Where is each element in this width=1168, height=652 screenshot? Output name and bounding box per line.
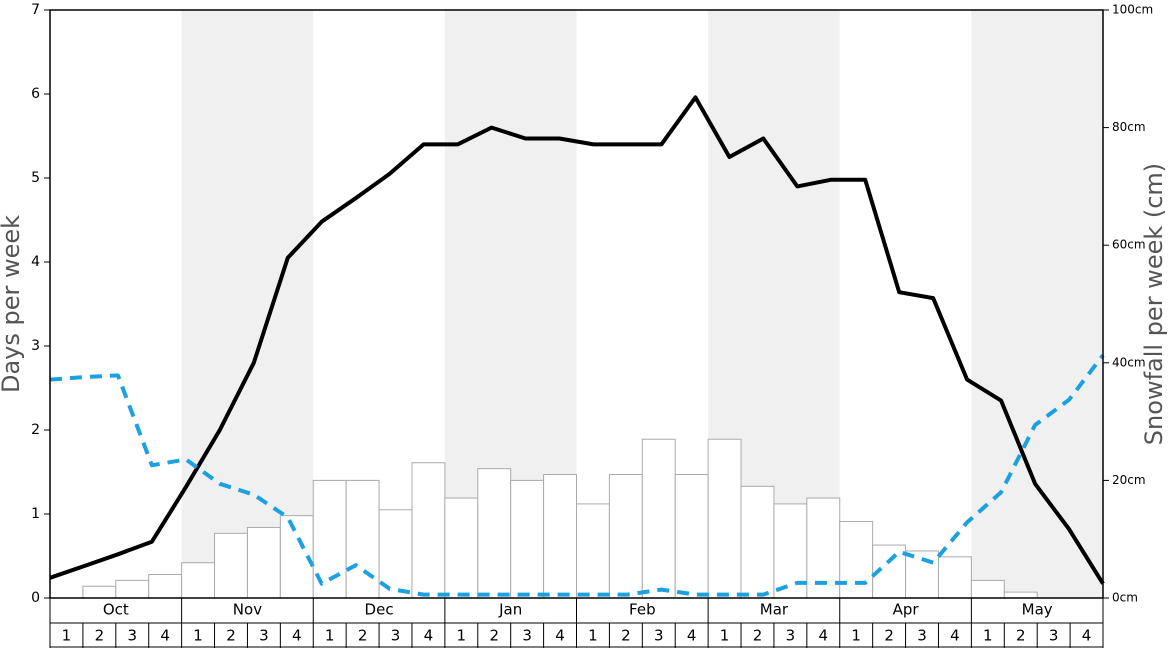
y2-tick-label: 100cm [1112,3,1153,17]
snow-bar [970,579,1005,599]
snow-bar [345,479,380,599]
month-label: Oct [103,601,129,619]
y-axis-label: Days per week [0,215,25,393]
x-tick-label: 3 [522,627,532,645]
month-label: May [1022,601,1053,619]
y2-tick-label: 20cm [1112,473,1146,487]
snow-bar [510,479,545,599]
x-tick-label: 4 [424,627,434,645]
x-tick-label: 1 [983,627,993,645]
x-tick-label: 1 [720,627,730,645]
snow-bar [411,462,446,599]
month-label: Apr [893,601,920,619]
x-tick-label: 1 [62,627,72,645]
x-tick-label: 4 [292,627,302,645]
snow-bar [674,474,709,599]
snow-bar [707,438,742,599]
snow-bar [740,485,775,599]
x-tick-label: 1 [457,627,467,645]
snow-bar [641,438,676,599]
y-tick-label: 1 [31,506,40,522]
y2-tick-label: 0cm [1112,591,1138,605]
days-line [49,95,1105,585]
x-tick-label: 4 [687,627,697,645]
snow-bar [444,497,479,599]
x-tick-label: 3 [786,627,796,645]
y-tick-label: 6 [31,86,40,102]
x-tick-label: 2 [753,627,763,645]
y2-tick-label: 80cm [1112,120,1146,134]
x-tick-label: 4 [819,627,829,645]
month-band [971,10,1103,598]
x-tick-label: 2 [226,627,236,645]
snow-bar [937,556,972,599]
month-band [181,10,314,598]
snow-bar [181,562,216,599]
x-tick-label: 3 [391,627,401,645]
snow-bar [246,526,281,599]
y-tick-label: 2 [31,422,40,438]
x-tick-label: 4 [555,627,565,645]
snow-bar [148,573,183,599]
snow-bar [477,468,512,599]
x-tick-label: 3 [127,627,137,645]
x-tick-label: 4 [950,627,960,645]
x-tick-label: 2 [621,627,631,645]
snow-bar [115,579,150,599]
snow-bar [576,503,610,599]
x-tick-label: 2 [489,627,499,645]
x-tick-label: 3 [917,627,927,645]
month-label: Mar [760,601,789,619]
snow-bar [839,521,874,599]
month-label: Nov [233,601,262,619]
x-tick-label: 2 [884,627,894,645]
x-tick-label: 3 [259,627,269,645]
y2-tick-label: 60cm [1112,238,1146,252]
y-tick-label: 0 [31,590,40,606]
x-tick-label: 2 [1016,627,1026,645]
y-tick-label: 5 [31,170,40,186]
month-label: Jan [498,601,522,619]
x-tick-label: 1 [193,627,203,645]
x-tick-label: 1 [851,627,861,645]
x-tick-label: 1 [588,627,598,645]
snow-bar [543,474,577,599]
x-tick-label: 2 [358,627,368,645]
days-line [49,353,1105,597]
y-tick-label: 4 [31,254,40,270]
y-tick-label: 7 [31,2,40,18]
snow-bar [608,474,643,599]
snow-bar [905,550,939,599]
x-tick-label: 3 [1049,627,1059,645]
month-label: Feb [629,601,656,619]
x-tick-label: 4 [160,627,170,645]
snow-bar [82,585,117,599]
x-tick-label: 3 [654,627,664,645]
y2-tick-label: 40cm [1112,355,1146,369]
x-tick-label: 1 [325,627,335,645]
y2-axis-label: Snowfall per week (cm) [1140,163,1168,445]
snow-bar [1003,591,1038,599]
month-label: Dec [365,601,394,619]
x-tick-label: 2 [95,627,105,645]
x-tick-label: 4 [1082,627,1092,645]
snow-bar [214,532,248,599]
y-tick-label: 3 [31,338,40,354]
